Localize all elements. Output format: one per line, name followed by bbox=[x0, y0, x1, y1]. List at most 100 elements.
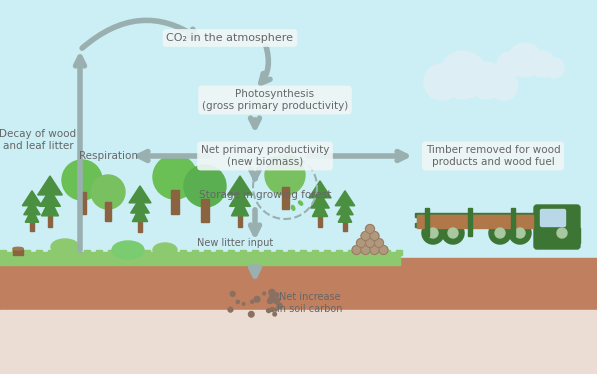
Bar bbox=[330, 252, 336, 255]
Bar bbox=[210, 252, 216, 255]
Circle shape bbox=[424, 64, 460, 100]
Polygon shape bbox=[22, 191, 42, 206]
Bar bbox=[150, 252, 156, 255]
Circle shape bbox=[544, 58, 564, 78]
Circle shape bbox=[242, 303, 245, 305]
Circle shape bbox=[230, 291, 235, 296]
Circle shape bbox=[495, 228, 505, 238]
Text: CO₂ in the atmosphere: CO₂ in the atmosphere bbox=[167, 33, 294, 43]
Bar bbox=[78, 252, 84, 255]
Bar bbox=[418, 215, 532, 220]
Bar bbox=[48, 216, 53, 227]
Text: Storage in growing forest: Storage in growing forest bbox=[199, 190, 331, 200]
Bar bbox=[168, 250, 174, 255]
Bar bbox=[417, 218, 533, 222]
Ellipse shape bbox=[51, 239, 79, 255]
Circle shape bbox=[557, 228, 567, 238]
Circle shape bbox=[469, 62, 505, 99]
Bar bbox=[48, 250, 54, 255]
Bar bbox=[60, 250, 66, 255]
Bar bbox=[318, 252, 324, 255]
Polygon shape bbox=[38, 176, 62, 195]
Bar bbox=[288, 250, 294, 255]
Circle shape bbox=[439, 51, 487, 99]
Bar bbox=[171, 190, 179, 214]
Bar bbox=[78, 192, 85, 214]
Bar bbox=[30, 252, 36, 255]
Bar bbox=[343, 222, 347, 231]
Bar bbox=[6, 252, 12, 255]
Polygon shape bbox=[25, 209, 39, 222]
Circle shape bbox=[490, 72, 518, 100]
Circle shape bbox=[269, 295, 275, 300]
Circle shape bbox=[361, 245, 370, 254]
Circle shape bbox=[508, 43, 542, 77]
Bar bbox=[0, 258, 597, 310]
Bar bbox=[105, 202, 111, 221]
Bar bbox=[468, 208, 472, 236]
Circle shape bbox=[365, 224, 374, 233]
Text: Decay of wood
and leaf litter: Decay of wood and leaf litter bbox=[0, 129, 76, 151]
Bar bbox=[348, 250, 354, 255]
Circle shape bbox=[370, 232, 379, 240]
Polygon shape bbox=[131, 198, 149, 213]
Circle shape bbox=[153, 155, 197, 199]
Bar bbox=[258, 252, 264, 255]
Circle shape bbox=[254, 297, 260, 302]
Polygon shape bbox=[232, 199, 248, 216]
Bar bbox=[276, 250, 282, 255]
Polygon shape bbox=[338, 209, 352, 222]
Ellipse shape bbox=[112, 241, 144, 259]
Circle shape bbox=[236, 300, 239, 304]
Text: Respiration: Respiration bbox=[78, 151, 137, 161]
Bar bbox=[18, 252, 24, 255]
Bar bbox=[384, 250, 390, 255]
Circle shape bbox=[448, 228, 458, 238]
Polygon shape bbox=[230, 189, 251, 206]
Bar bbox=[264, 250, 270, 255]
Polygon shape bbox=[310, 193, 330, 208]
Bar bbox=[390, 252, 396, 255]
Ellipse shape bbox=[153, 243, 177, 257]
Text: Net primary productivity
(new biomass): Net primary productivity (new biomass) bbox=[201, 145, 329, 167]
Bar bbox=[572, 228, 580, 243]
Bar bbox=[342, 252, 348, 255]
Bar bbox=[12, 250, 18, 255]
Circle shape bbox=[428, 228, 438, 238]
Bar bbox=[415, 213, 535, 217]
Bar bbox=[425, 208, 429, 236]
Bar bbox=[418, 218, 532, 223]
Circle shape bbox=[263, 292, 266, 295]
Bar bbox=[228, 250, 234, 255]
Circle shape bbox=[374, 239, 383, 248]
Circle shape bbox=[365, 239, 374, 248]
Bar bbox=[238, 216, 242, 227]
Text: Timber removed for wood
products and wood fuel: Timber removed for wood products and woo… bbox=[426, 145, 561, 167]
Bar bbox=[114, 252, 120, 255]
Bar bbox=[138, 252, 144, 255]
Circle shape bbox=[275, 293, 279, 297]
Circle shape bbox=[269, 289, 275, 295]
Circle shape bbox=[267, 298, 273, 304]
Polygon shape bbox=[337, 201, 353, 215]
Bar bbox=[54, 252, 60, 255]
Circle shape bbox=[370, 245, 379, 254]
Bar bbox=[96, 250, 102, 255]
Circle shape bbox=[267, 309, 270, 313]
Circle shape bbox=[251, 300, 254, 303]
Circle shape bbox=[529, 51, 555, 77]
Bar bbox=[282, 187, 288, 209]
Bar bbox=[240, 250, 246, 255]
Text: Net increase
in soil carbon: Net increase in soil carbon bbox=[277, 292, 343, 314]
Bar bbox=[415, 223, 535, 227]
Polygon shape bbox=[129, 186, 151, 203]
Bar bbox=[30, 222, 34, 231]
Bar bbox=[0, 250, 6, 255]
Bar bbox=[216, 250, 222, 255]
Text: New litter input: New litter input bbox=[197, 238, 273, 248]
Bar bbox=[138, 221, 142, 232]
Bar bbox=[84, 250, 90, 255]
Bar bbox=[222, 252, 228, 255]
Bar bbox=[366, 252, 372, 255]
Bar bbox=[120, 250, 126, 255]
